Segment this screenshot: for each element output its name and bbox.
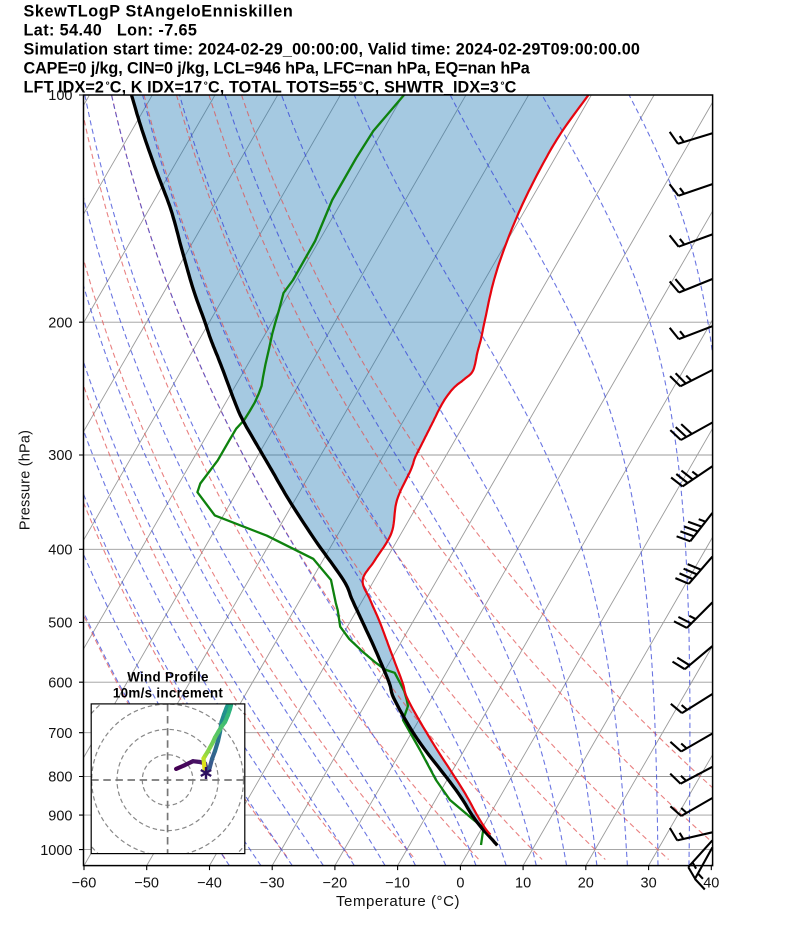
svg-text:Simulation start time: 2024-02: Simulation start time: 2024-02-29_00:00:…	[24, 41, 641, 59]
svg-text:CAPE=0 j/kg, CIN=0 j/kg, LCL=9: CAPE=0 j/kg, CIN=0 j/kg, LCL=946 hPa, LF…	[24, 60, 531, 78]
svg-text:−50: −50	[134, 876, 159, 892]
svg-text:500: 500	[48, 616, 72, 632]
svg-text:0: 0	[456, 876, 464, 892]
svg-text:10m/s increment: 10m/s increment	[113, 686, 223, 701]
svg-text:−30: −30	[260, 876, 285, 892]
svg-text:10: 10	[515, 876, 531, 892]
svg-text:Pressure (hPa): Pressure (hPa)	[18, 430, 34, 530]
svg-text:200: 200	[48, 315, 72, 331]
svg-text:−10: −10	[385, 876, 410, 892]
svg-text:30: 30	[641, 876, 657, 892]
svg-text:20: 20	[578, 876, 594, 892]
svg-text:Temperature (°C): Temperature (°C)	[336, 893, 460, 910]
svg-text:LFT IDX=2 °C, K IDX=17 °C, TOT: LFT IDX=2 °C, K IDX=17 °C, TOTAL TOTS=55…	[24, 79, 517, 97]
svg-text:100: 100	[48, 88, 72, 104]
svg-text:400: 400	[48, 543, 72, 559]
svg-text:−60: −60	[72, 876, 97, 892]
svg-text:−40: −40	[197, 876, 222, 892]
svg-text:800: 800	[48, 770, 72, 786]
svg-text:1000: 1000	[40, 843, 72, 859]
svg-text:40: 40	[703, 876, 719, 892]
svg-text:Lat: 54.40 Lon: -7.65: Lat: 54.40 Lon: -7.65	[24, 22, 198, 40]
svg-text:600: 600	[48, 675, 72, 691]
svg-text:900: 900	[48, 808, 72, 824]
svg-text:700: 700	[48, 726, 72, 742]
svg-text:300: 300	[48, 448, 72, 464]
svg-text:−20: −20	[323, 876, 348, 892]
svg-text:SkewTLogP StAngeloEnniskillen: SkewTLogP StAngeloEnniskillen	[24, 3, 294, 21]
svg-text:Wind Profile: Wind Profile	[127, 670, 209, 685]
